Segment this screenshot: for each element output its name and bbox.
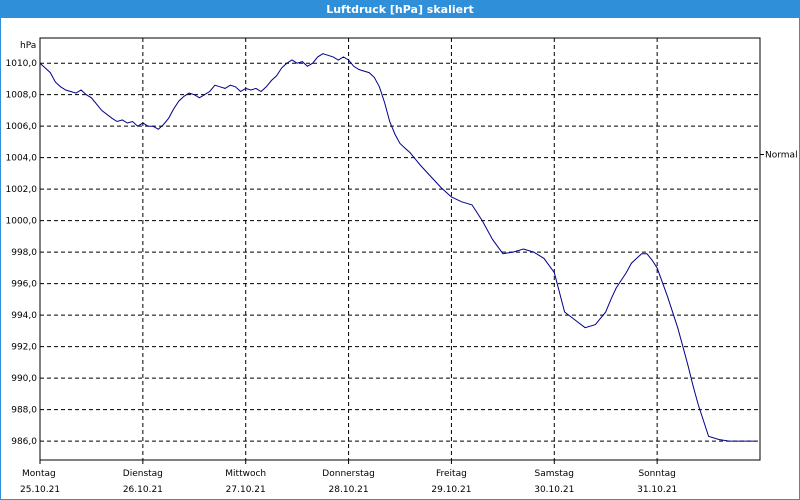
reference-line-label: Normal: [760, 151, 798, 161]
x-tick-date: 28.10.21: [329, 485, 369, 495]
y-tick-label: 996,0: [11, 280, 37, 290]
y-tick-label: 988,0: [11, 406, 37, 416]
y-tick-label: 986,0: [11, 437, 37, 447]
x-tick-day: Dienstag: [123, 469, 163, 479]
x-tick-date: 25.10.21: [20, 485, 60, 495]
y-tick-label: 994,0: [11, 311, 37, 321]
window-title: Luftdruck [hPa] skaliert: [1, 1, 799, 18]
y-tick-label: 1002,0: [6, 185, 38, 195]
x-ticks: Montag 25.10.21 Dienstag 26.10.21 Mittwoch 27…: [20, 460, 677, 495]
grid: [40, 38, 760, 460]
y-tick-label: 1010,0: [6, 59, 38, 69]
x-tick-date: 27.10.21: [226, 485, 266, 495]
x-tick-date: 26.10.21: [123, 485, 163, 495]
y-tick-label: 1008,0: [6, 91, 38, 101]
x-tick-date: 31.10.21: [637, 485, 677, 495]
y-ticks: 1010,0 1008,0 1006,0 1004,0 1002,0 1000,0 998,…: [6, 59, 38, 447]
x-tick-day: Mittwoch: [225, 469, 266, 479]
y-tick-label: 992,0: [11, 343, 37, 353]
y-tick-label: 1000,0: [6, 217, 38, 227]
x-tick-day: Montag: [22, 469, 56, 479]
y-axis-label: hPa: [20, 41, 36, 51]
plot-frame: [39, 37, 761, 461]
x-tick-day: Freitag: [436, 469, 467, 479]
y-tick-label: 998,0: [11, 248, 37, 258]
x-tick-day: Samstag: [535, 469, 574, 479]
y-tick-label: 1004,0: [6, 154, 38, 164]
reference-label: Normal: [765, 151, 798, 161]
x-tick-date: 30.10.21: [534, 485, 574, 495]
y-tick-label: 990,0: [11, 374, 37, 384]
x-tick-date: 29.10.21: [431, 485, 471, 495]
y-tick-label: 1006,0: [6, 122, 38, 132]
x-tick-day: Donnerstag: [322, 469, 375, 479]
pressure-series-line: [39, 53, 756, 442]
x-tick-day: Sonntag: [638, 469, 675, 479]
